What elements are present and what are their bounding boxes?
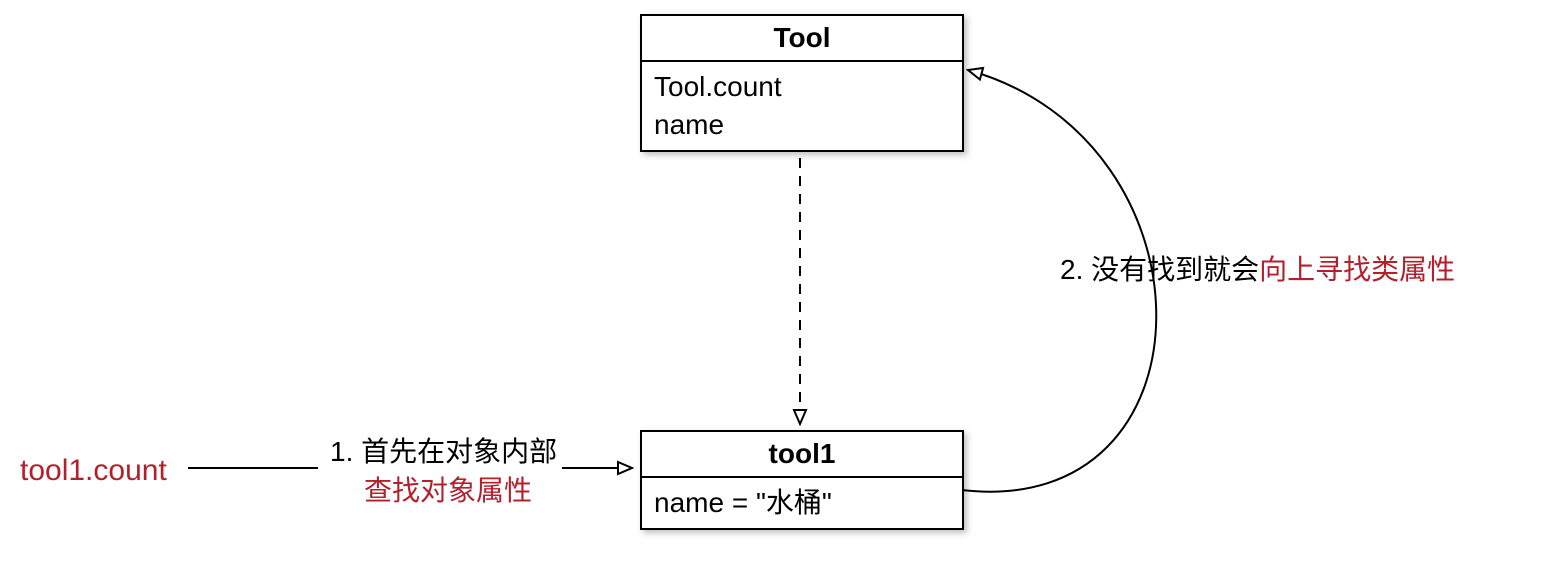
- instance-box-tool1: tool1 name = "水桶": [640, 430, 964, 530]
- annotation-step1-line2: 查找对象属性: [330, 471, 557, 510]
- class-title-tool: Tool: [642, 16, 962, 62]
- diagram-canvas: Tool Tool.count name tool1 name = "水桶" t…: [0, 0, 1559, 563]
- annotation-step2: 2. 没有找到就会向上寻找类属性: [1060, 250, 1455, 289]
- class-attr: Tool.count: [654, 68, 950, 106]
- instance-title-tool1: tool1: [642, 432, 962, 478]
- step2-prefix: 2.: [1060, 254, 1091, 285]
- instance-body-tool1: name = "水桶": [642, 478, 962, 528]
- step1-prefix: 1.: [330, 436, 361, 467]
- annotation-step1: 1. 首先在对象内部 查找对象属性: [330, 432, 557, 510]
- step1-black: 首先在对象内部: [361, 436, 557, 467]
- class-box-tool: Tool Tool.count name: [640, 14, 964, 152]
- class-attr: name: [654, 106, 950, 144]
- instance-attr: name = "水桶": [654, 484, 950, 522]
- expression-label: tool1.count: [20, 450, 167, 492]
- step2-black: 没有找到就会: [1091, 254, 1259, 285]
- class-body-tool: Tool.count name: [642, 62, 962, 150]
- annotation-step1-line1: 1. 首先在对象内部: [330, 432, 557, 471]
- step2-red: 向上寻找类属性: [1259, 254, 1455, 285]
